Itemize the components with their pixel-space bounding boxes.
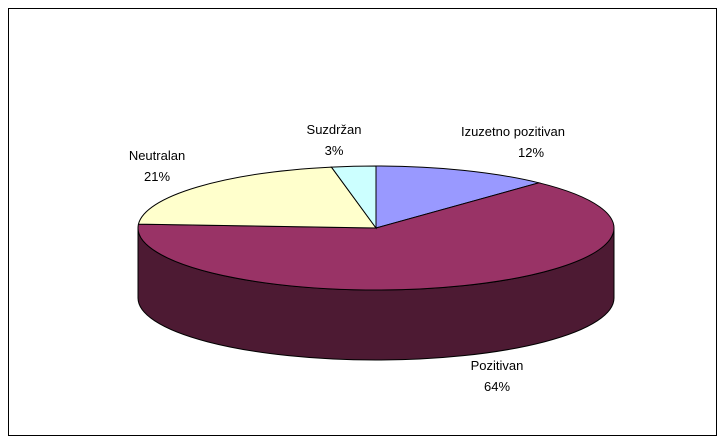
slice-label-izuzetno-pozitivan: Izuzetno pozitivan — [461, 124, 565, 139]
pie-slice-2 — [137, 166, 377, 229]
pie-slice-0 — [375, 165, 541, 229]
slice-value-pozitivan: 64% — [484, 379, 510, 394]
slice-label-neutralan: Neutralan — [129, 148, 185, 163]
pie-tops — [137, 165, 615, 291]
pie-slice-1 — [137, 182, 615, 291]
slice-value-neutralan: 21% — [144, 169, 170, 184]
pie-slice-3 — [330, 165, 377, 230]
slice-label-suzdrzan: Suzdržan — [307, 122, 362, 137]
slice-label-pozitivan: Pozitivan — [471, 358, 524, 373]
slice-value-izuzetno-pozitivan: 12% — [518, 145, 544, 160]
slice-value-suzdrzan: 3% — [325, 143, 344, 158]
